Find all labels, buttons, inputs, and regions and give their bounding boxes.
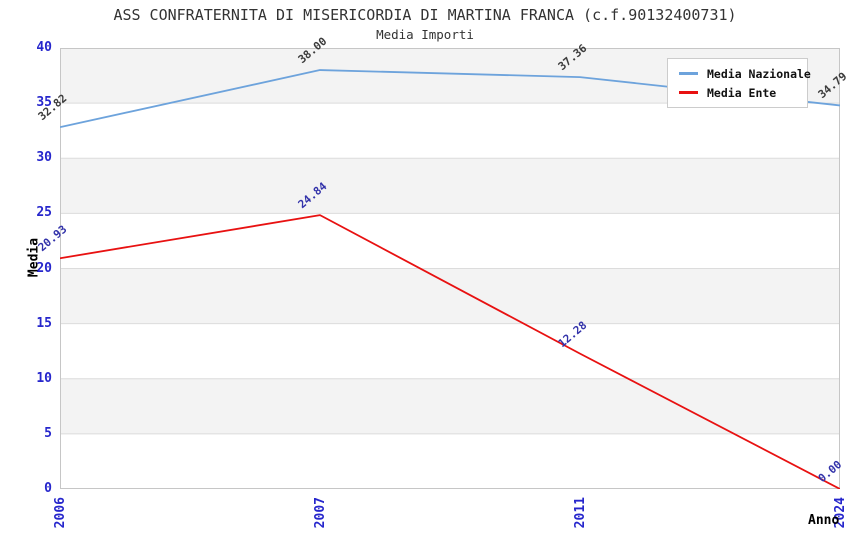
legend: Media Nazionale Media Ente — [667, 58, 811, 108]
x-axis-title: Anno — [808, 513, 840, 528]
chart-title: ASS CONFRATERNITA DI MISERICORDIA DI MAR… — [113, 6, 737, 24]
plot-area — [59, 48, 841, 490]
series-line-1 — [59, 214, 841, 490]
y-axis-title: Media — [26, 237, 42, 278]
legend-item-media-ente: Media Ente — [679, 83, 803, 102]
legend-label-media-ente: Media Ente — [707, 85, 777, 100]
y-tick-label: 15 — [36, 315, 52, 331]
y-tick-label: 10 — [36, 370, 52, 386]
legend-item-media-nazionale: Media Nazionale — [679, 64, 811, 83]
legend-line-swatch-ente — [679, 91, 698, 94]
x-tick-label: 2011 — [573, 497, 588, 529]
y-tick-label: 35 — [36, 95, 52, 111]
legend-label-media-nazionale: Media Nazionale — [707, 66, 811, 81]
y-tick-label: 30 — [36, 150, 52, 166]
plot-svg — [59, 48, 841, 490]
y-tick-label: 25 — [36, 205, 52, 221]
y-tick-label: 0 — [44, 481, 52, 496]
chart-subtitle: Media Importi — [376, 27, 474, 42]
y-tick-label: 40 — [36, 40, 52, 55]
x-tick-label: 2006 — [53, 497, 68, 529]
y-tick-label: 5 — [44, 425, 52, 441]
legend-line-swatch-nazionale — [679, 72, 698, 75]
x-tick-label: 2007 — [313, 497, 328, 529]
